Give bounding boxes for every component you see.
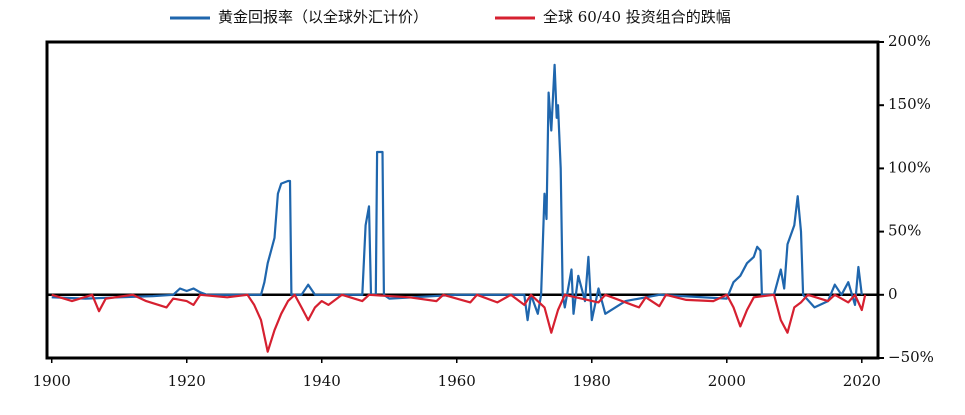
data-line xyxy=(51,63,863,322)
plot-frame xyxy=(45,40,880,360)
y-tick-label: 50% xyxy=(888,222,921,240)
y-tick-label: 100% xyxy=(888,158,931,176)
x-tick-label: 1980 xyxy=(573,372,611,390)
x-tick-label: 2000 xyxy=(708,372,746,390)
y-tick-label: −50% xyxy=(888,348,934,366)
y-tick-label: 150% xyxy=(888,95,931,113)
legend-label: 黄金回报率（以全球外汇计价） xyxy=(218,8,428,26)
x-tick-label: 1920 xyxy=(168,372,206,390)
x-tick-label: 1960 xyxy=(438,372,476,390)
x-tick-label: 2020 xyxy=(843,372,881,390)
x-tick-label: 1940 xyxy=(303,372,341,390)
legend-label: 全球 60/40 投资组合的跌幅 xyxy=(543,8,731,26)
x-tick-label: 1900 xyxy=(33,372,71,390)
y-tick-label: 0 xyxy=(888,285,898,303)
y-tick-label: 200% xyxy=(888,32,931,50)
data-line xyxy=(51,293,867,353)
